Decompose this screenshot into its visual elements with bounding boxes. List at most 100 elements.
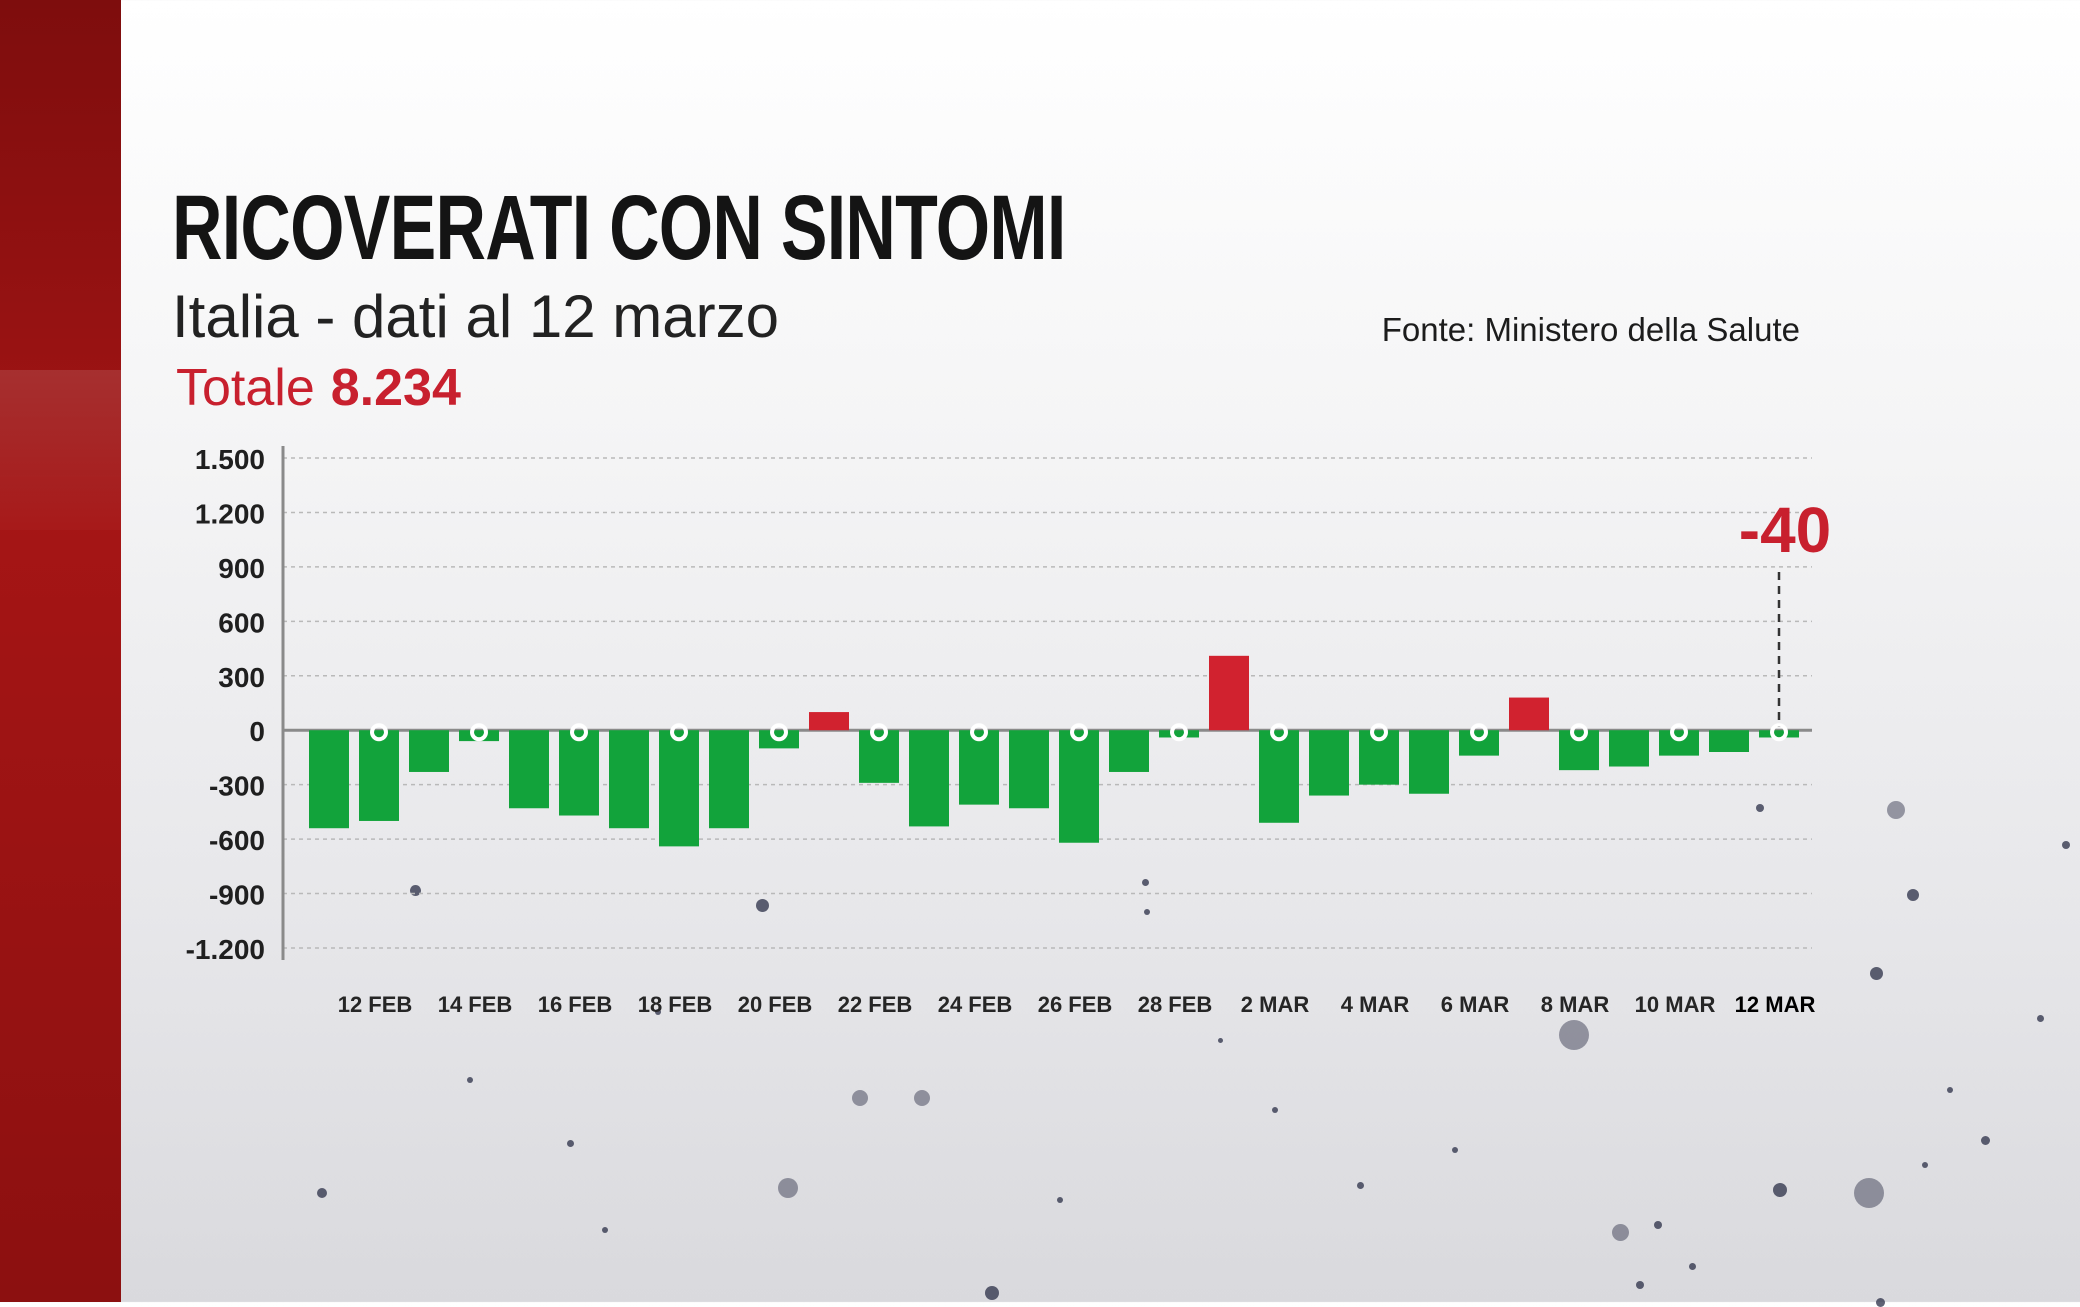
zero-marker (870, 723, 888, 742)
zero-marker (570, 723, 588, 742)
background-dot (1559, 1020, 1589, 1050)
background-dot (1980, 1135, 1990, 1145)
background-dot (1756, 804, 1764, 812)
bar (609, 730, 649, 829)
background-dot (409, 884, 421, 896)
background-dot (1636, 1281, 1644, 1289)
background-dot (914, 1090, 930, 1106)
zero-marker (1470, 723, 1488, 742)
bar (1709, 730, 1749, 752)
background-dot (1611, 1223, 1629, 1241)
zero-marker (370, 723, 388, 742)
background-dot (317, 1188, 327, 1198)
x-tick-label: 2 MAR (1241, 992, 1310, 1017)
y-tick-label: 1.200 (195, 498, 265, 529)
y-tick-label: 900 (218, 553, 265, 584)
x-tick-label: 10 MAR (1635, 992, 1716, 1017)
background-dot (852, 1090, 868, 1106)
background-dot (1654, 1221, 1662, 1229)
y-tick-label: 0 (249, 716, 265, 747)
bar (1259, 730, 1299, 823)
background-dot (1922, 1162, 1928, 1168)
bar (1009, 730, 1049, 809)
source-credit: Fonte: Ministero della Salute (1381, 311, 1800, 348)
background-dot (1452, 1147, 1458, 1153)
zero-marker (970, 723, 988, 742)
x-tick-label: 6 MAR (1441, 992, 1510, 1017)
x-tick-label: 16 FEB (538, 992, 613, 1017)
background-dot (467, 1077, 473, 1083)
grid-lines (281, 446, 1812, 960)
zero-marker (1070, 723, 1088, 742)
bar (959, 730, 999, 805)
background-dot (1356, 1181, 1364, 1189)
x-tick-label: 12 FEB (338, 992, 413, 1017)
background-dot (1773, 1183, 1787, 1197)
y-tick-label: 1.500 (195, 444, 265, 475)
y-tick-label: -300 (209, 771, 265, 802)
x-tick-label: 4 MAR (1341, 992, 1410, 1017)
total-summary: Totale 8.234 (176, 356, 461, 420)
bar (359, 730, 399, 821)
zero-marker (770, 723, 788, 742)
x-tick-label: 18 FEB (638, 992, 713, 1017)
zero-marker (470, 723, 488, 742)
zero-marker (1670, 723, 1688, 742)
x-tick-label: 8 MAR (1541, 992, 1610, 1017)
bar (1059, 730, 1099, 843)
bars (309, 655, 1799, 847)
y-tick-label: -1.200 (186, 934, 265, 965)
bar (1409, 730, 1449, 794)
background-dot (1272, 1107, 1278, 1113)
background-dot (1688, 1262, 1696, 1270)
background-dot (1144, 909, 1150, 915)
background-dot (1141, 878, 1149, 886)
background-dot (655, 1009, 661, 1015)
bar (809, 712, 849, 731)
x-tick-label: 12 MAR (1735, 992, 1816, 1017)
x-tick-labels: 12 FEB 14 FEB 16 FEB 18 FEB 20 FEB 22 FEB 24 F… (338, 992, 1816, 1017)
y-tick-labels: 1.500 1.200 900 600 300 0 -300 -600 -900 -1.200 (186, 444, 265, 965)
zero-marker (1570, 723, 1588, 742)
bar (409, 730, 449, 772)
brand-sidebar (0, 0, 121, 1302)
bar (1109, 730, 1149, 772)
bar (459, 730, 499, 742)
background-dot (1907, 889, 1919, 901)
date-markers (370, 723, 1788, 742)
background-dot (985, 1286, 999, 1300)
y-tick-label: 300 (218, 662, 265, 693)
bar (1659, 730, 1699, 756)
zero-marker (670, 723, 688, 742)
bar (1159, 730, 1199, 738)
chart-subtitle: Italia - dati al 12 marzo (172, 283, 779, 350)
background-dot (2062, 841, 2070, 849)
x-tick-label: 22 FEB (838, 992, 913, 1017)
x-tick-label: 14 FEB (438, 992, 513, 1017)
bar (309, 730, 349, 829)
y-tick-label: 600 (218, 607, 265, 638)
background-dot (1217, 1037, 1223, 1043)
background-dot (755, 898, 769, 912)
highlight-value-label: -40 (1739, 494, 1832, 566)
bar (559, 730, 599, 816)
total-label: Totale (176, 359, 315, 417)
chart-title: RICOVERATI CON SINTOMI (172, 177, 1066, 279)
bar (909, 730, 949, 827)
sidebar-sheen (0, 370, 121, 530)
background-dot (1869, 966, 1883, 980)
bar (1459, 730, 1499, 756)
bar (1309, 730, 1349, 796)
background-dot (566, 1139, 574, 1147)
background-dot (602, 1227, 608, 1233)
background-dot (1854, 1178, 1884, 1208)
highlight-annotation: -40 (1739, 494, 1832, 727)
y-tick-label: -900 (209, 880, 265, 911)
bar (1609, 730, 1649, 767)
x-tick-label: 20 FEB (738, 992, 813, 1017)
y-tick-label: -600 (209, 825, 265, 856)
background-dot (778, 1178, 798, 1198)
x-tick-label: 26 FEB (1038, 992, 1113, 1017)
bar (1559, 730, 1599, 771)
